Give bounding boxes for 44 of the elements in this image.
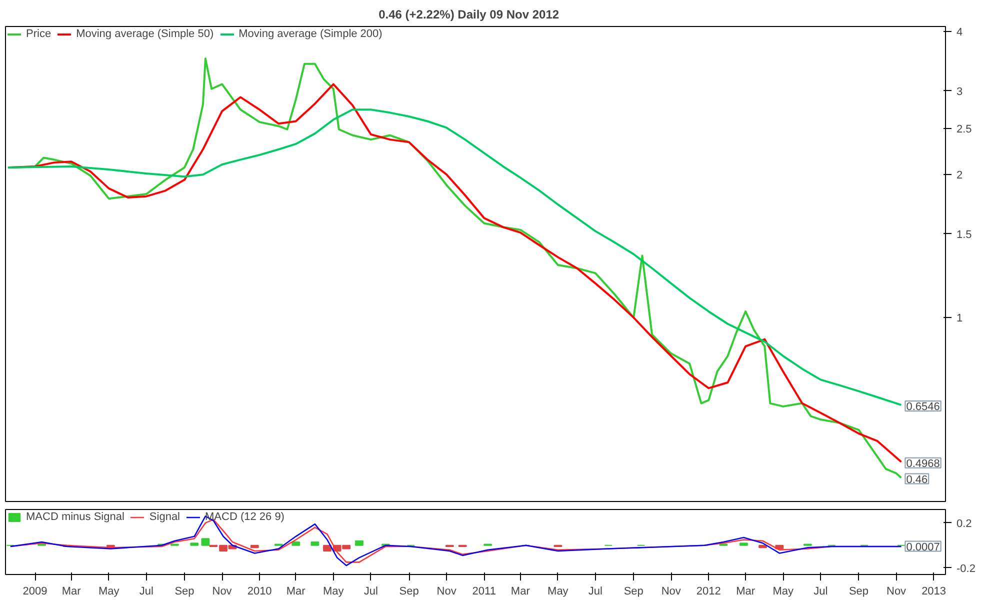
annotation: 0.4968 [906,458,940,470]
x-tick-label: Sep [174,586,194,598]
annotation: 0.6546 [906,400,940,413]
x-tick-label: Nov [886,586,907,598]
legend-label: Moving average (Simple 200) [238,28,382,40]
x-tick-label: May [98,586,120,598]
y-tick-label: 1 [956,312,963,325]
legend-label: MACD (12 26 9) [205,511,284,523]
x-tick-label: 2013 [922,586,946,598]
x-tick-label: Mar [62,586,82,598]
x-tick-label: 2009 [22,586,48,598]
y-tick-label: 2.5 [956,124,972,136]
x-tick-label: Nov [212,586,232,598]
legend-label: Price [26,28,52,40]
chart-title: 0.46 (+2.22%) Daily 09 Nov 2012 [378,8,560,22]
y-tick-label: 4 [956,26,963,39]
x-tick-label: Jul [139,586,154,598]
y-tick-label: 0.2 [956,518,972,530]
x-tick-label: Mar [286,586,306,598]
x-tick-label: Jul [588,586,602,598]
x-tick-label: 2011 [472,586,496,598]
y-tick-label: -0.2 [956,562,976,575]
y-tick-label: 1.5 [956,228,972,241]
annotation: 0.46 [906,474,928,486]
annotation: 0.0007 [906,541,940,554]
x-tick-label: Mar [736,586,756,598]
x-tick-label: 2012 [696,586,721,598]
x-tick-label: Sep [848,586,869,598]
x-tick-label: Jul [814,586,828,598]
y-tick-label: 3 [956,86,963,98]
x-tick-label: May [548,586,569,598]
x-tick-label: May [772,586,794,598]
x-tick-label: Nov [661,586,682,598]
legend-label: MACD minus Signal [26,511,124,523]
x-tick-label: May [323,586,344,598]
legend-label: Signal [149,511,180,523]
x-tick-label: Nov [436,586,457,598]
x-tick-label: Jul [364,586,378,598]
x-tick-label: 2010 [247,586,272,598]
legend-label: Moving average (Simple 50) [76,28,214,40]
x-tick-label: Sep [624,586,644,598]
y-tick-label: 2 [956,170,963,182]
x-tick-label: Mar [510,586,530,598]
x-tick-label: Sep [399,586,419,598]
